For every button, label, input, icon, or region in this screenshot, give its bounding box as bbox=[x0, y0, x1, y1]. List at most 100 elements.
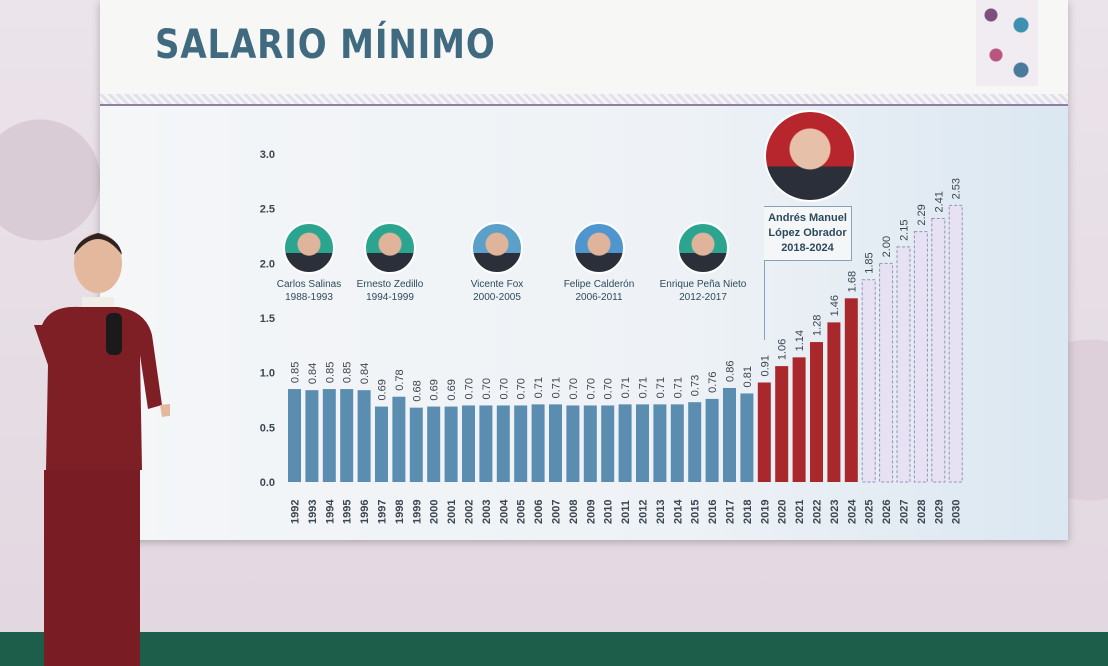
bar-2026 bbox=[879, 262, 894, 483]
president-amlo: Andrés Manuel López Obrador 2018-2024 bbox=[764, 110, 856, 340]
bar-2027 bbox=[896, 246, 911, 483]
x-tick-label: 1998 bbox=[394, 500, 406, 524]
x-tick-label: 2003 bbox=[481, 500, 493, 524]
x-tick-label: 2012 bbox=[638, 500, 650, 524]
bar-2005 bbox=[514, 405, 528, 482]
data-label: 1.28 bbox=[812, 315, 824, 336]
bar-1993 bbox=[305, 390, 319, 482]
bar-2000 bbox=[427, 406, 441, 482]
data-label: 0.70 bbox=[464, 378, 476, 399]
portrait-icon bbox=[471, 222, 523, 274]
y-tick-label: 2.5 bbox=[260, 204, 275, 216]
data-label: 0.73 bbox=[690, 375, 702, 396]
slide-title: SALARIO MÍNIMO bbox=[155, 22, 496, 68]
x-tick-label: 1997 bbox=[377, 500, 389, 524]
president-term: 2012-2017 bbox=[679, 292, 727, 303]
bar-2016 bbox=[705, 398, 719, 482]
x-tick-label: 2006 bbox=[533, 500, 545, 524]
president-name: Vicente Fox bbox=[470, 279, 524, 290]
bar-1998 bbox=[392, 396, 406, 482]
bar-2020 bbox=[775, 366, 789, 482]
bar-2007 bbox=[549, 404, 562, 482]
y-tick-label: 2.0 bbox=[260, 258, 275, 270]
bar-2025 bbox=[861, 279, 876, 483]
data-label: 2.00 bbox=[881, 236, 893, 257]
x-tick-label: 2010 bbox=[603, 500, 615, 524]
president-name: López Obrador bbox=[768, 227, 847, 239]
data-label: 0.76 bbox=[707, 371, 719, 392]
x-tick-label: 2007 bbox=[551, 500, 563, 524]
president-calderon: Felipe Calderón 2006-2011 bbox=[544, 222, 654, 304]
bar-1996 bbox=[357, 390, 371, 482]
portrait-icon bbox=[573, 222, 625, 274]
x-tick-label: 2016 bbox=[707, 500, 719, 524]
x-tick-label: 2015 bbox=[690, 500, 702, 524]
bar-2002 bbox=[462, 405, 475, 482]
stage-floor bbox=[0, 632, 1108, 666]
data-label: 0.71 bbox=[655, 377, 667, 398]
data-label: 0.91 bbox=[759, 355, 771, 376]
president-term: 1994-1999 bbox=[366, 292, 414, 303]
bar-2023 bbox=[827, 322, 841, 482]
bar-2011 bbox=[618, 404, 632, 482]
bar-2019 bbox=[757, 382, 771, 482]
data-label: 0.71 bbox=[533, 377, 545, 398]
data-label: 0.71 bbox=[620, 377, 632, 398]
amlo-label: Andrés Manuel López Obrador 2018-2024 bbox=[764, 206, 852, 261]
x-tick-label: 2029 bbox=[933, 500, 945, 524]
data-label: 0.71 bbox=[672, 377, 684, 398]
data-label: 2.53 bbox=[951, 178, 963, 199]
president-fox: Vicente Fox 2000-2005 bbox=[442, 222, 552, 304]
data-label: 1.14 bbox=[794, 330, 806, 351]
bar-2021 bbox=[792, 357, 806, 482]
bar-2017 bbox=[723, 387, 736, 482]
data-label: 0.86 bbox=[725, 361, 737, 382]
president-pena-nieto: Enrique Peña Nieto 2012-2017 bbox=[648, 222, 758, 304]
x-tick-label: 1994 bbox=[324, 499, 336, 524]
x-tick-label: 2025 bbox=[864, 500, 876, 524]
data-label: 0.69 bbox=[446, 379, 458, 400]
bar-2030 bbox=[948, 204, 963, 483]
y-tick-label: 0.0 bbox=[260, 477, 275, 489]
presentation-screen: SALARIO MÍNIMO Carlos Salinas 1988-1993 … bbox=[100, 0, 1068, 540]
data-label: 1.85 bbox=[864, 252, 876, 273]
x-tick-label: 2019 bbox=[759, 500, 771, 524]
data-label: 0.71 bbox=[551, 377, 563, 398]
x-tick-label: 2028 bbox=[916, 500, 928, 524]
x-tick-label: 2020 bbox=[777, 500, 789, 524]
bar-2029 bbox=[931, 218, 946, 483]
data-label: 0.70 bbox=[481, 378, 493, 399]
x-tick-label: 2011 bbox=[620, 500, 632, 524]
portrait-icon bbox=[283, 222, 335, 274]
data-label: 0.84 bbox=[307, 363, 319, 384]
bar-2014 bbox=[670, 404, 684, 482]
y-tick-label: 1.5 bbox=[260, 313, 275, 325]
data-label: 0.85 bbox=[342, 362, 354, 383]
president-name: Andrés Manuel bbox=[768, 212, 847, 224]
president-name: Ernesto Zedillo bbox=[356, 279, 424, 290]
president-term: 2000-2005 bbox=[473, 292, 521, 303]
x-tick-label: 2022 bbox=[812, 500, 824, 524]
bar-2001 bbox=[444, 406, 458, 482]
bar-2024 bbox=[844, 298, 858, 482]
bar-1994 bbox=[322, 389, 336, 482]
bar-1992 bbox=[288, 389, 301, 482]
president-name: Enrique Peña Nieto bbox=[659, 279, 747, 290]
president-name: Carlos Salinas bbox=[276, 279, 342, 290]
bar-2006 bbox=[531, 404, 545, 482]
x-tick-label: 2021 bbox=[794, 500, 806, 524]
data-label: 2.29 bbox=[916, 204, 928, 225]
data-label: 0.81 bbox=[742, 366, 754, 387]
x-tick-label: 2004 bbox=[498, 499, 510, 524]
x-tick-label: 2030 bbox=[951, 500, 963, 524]
data-label: 0.69 bbox=[429, 379, 441, 400]
slide-header: SALARIO MÍNIMO bbox=[100, 0, 1068, 106]
data-label: 0.69 bbox=[377, 379, 389, 400]
bar-2008 bbox=[566, 405, 580, 482]
bar-1995 bbox=[340, 389, 354, 482]
x-tick-label: 2005 bbox=[516, 500, 528, 524]
ornament-logo bbox=[976, 0, 1038, 86]
data-label: 0.78 bbox=[394, 369, 406, 390]
data-label: 0.84 bbox=[359, 363, 371, 384]
bar-2003 bbox=[479, 405, 493, 482]
